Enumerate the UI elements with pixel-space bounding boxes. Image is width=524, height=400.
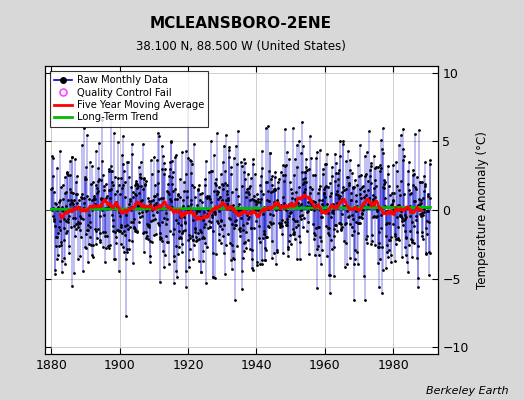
- Text: 38.100 N, 88.500 W (United States): 38.100 N, 88.500 W (United States): [136, 40, 346, 53]
- Legend: Raw Monthly Data, Quality Control Fail, Five Year Moving Average, Long-Term Tren: Raw Monthly Data, Quality Control Fail, …: [50, 71, 208, 126]
- Text: Berkeley Earth: Berkeley Earth: [426, 386, 508, 396]
- Y-axis label: Temperature Anomaly (°C): Temperature Anomaly (°C): [476, 131, 489, 289]
- Text: MCLEANSBORO-2ENE: MCLEANSBORO-2ENE: [150, 16, 332, 31]
